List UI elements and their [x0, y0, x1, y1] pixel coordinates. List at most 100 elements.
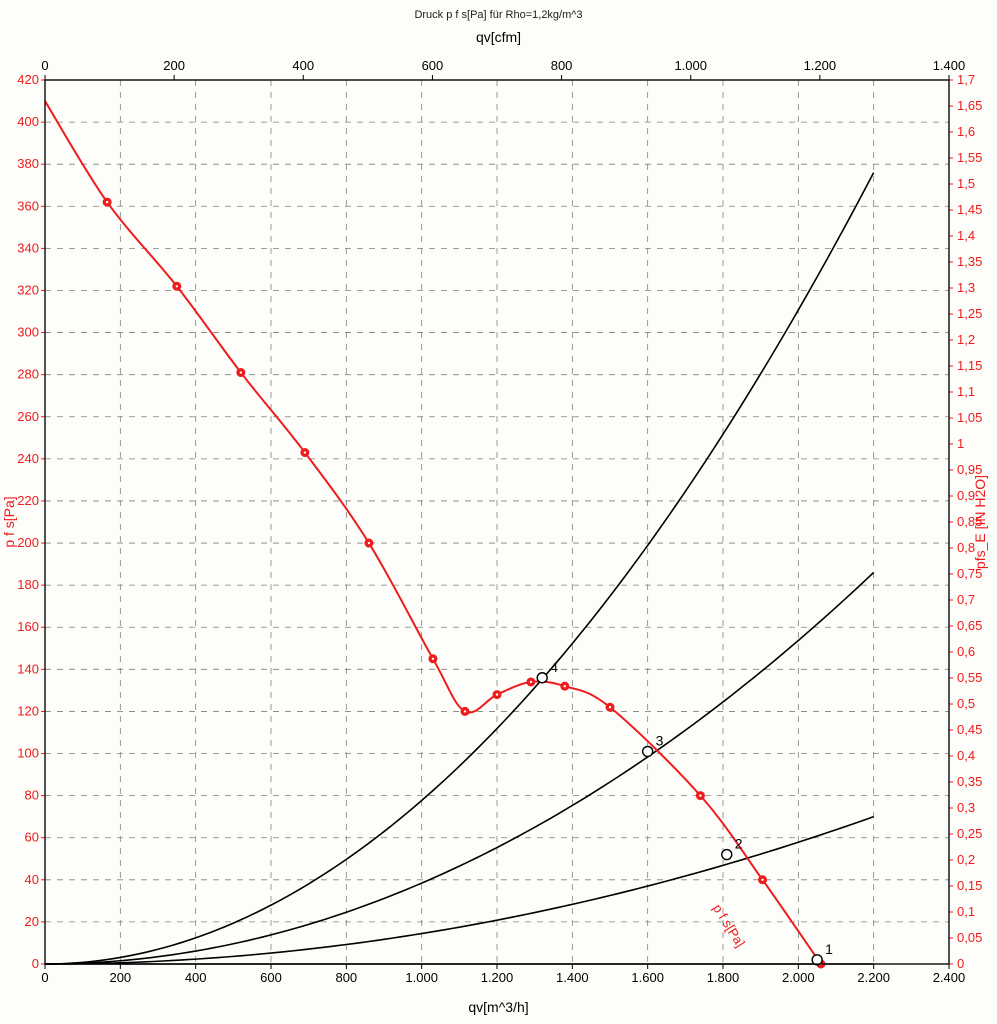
right-tick-label: 0 [957, 956, 964, 971]
top-tick-label: 400 [292, 58, 314, 73]
bottom-tick-label: 1.400 [556, 970, 589, 985]
right-tick-label: 1,7 [957, 72, 975, 87]
right-tick-label: 1 [957, 436, 964, 451]
bottom-tick-label: 400 [185, 970, 207, 985]
system-curves-group [45, 173, 874, 964]
fan-curve-marker-dot [496, 693, 498, 695]
right-tick-label: 0,45 [957, 722, 982, 737]
right-tick-label: 1,55 [957, 150, 982, 165]
bottom-tick-label: 800 [335, 970, 357, 985]
left-tick-label: 140 [17, 661, 39, 676]
top-tick-label: 1.200 [804, 58, 837, 73]
fan-curve-marker-dot [106, 201, 108, 203]
bottom-tick-label: 600 [260, 970, 282, 985]
operating-point-label: 1 [825, 941, 833, 957]
chart-title: Druck p f s[Pa] für Rho=1,2kg/m^3 [414, 9, 582, 21]
bottom-tick-label: 1.200 [481, 970, 514, 985]
left-tick-label: 20 [25, 914, 39, 929]
fan-curve-marker-dot [699, 794, 701, 796]
left-tick-label: 340 [17, 240, 39, 255]
bottom-tick-label: 1.600 [631, 970, 664, 985]
fan-curve [45, 101, 821, 964]
operating-point-label: 2 [735, 836, 743, 852]
right-tick-label: 0,6 [957, 644, 975, 659]
right-tick-label: 0,7 [957, 592, 975, 607]
operating-point-label: 4 [550, 659, 558, 675]
fan-curve-marker-dot [304, 451, 306, 453]
right-tick-label: 0,65 [957, 618, 982, 633]
fan-curve-marker-dot [761, 879, 763, 881]
left-tick-label: 420 [17, 72, 39, 87]
top-tick-label: 800 [551, 58, 573, 73]
right-tick-label: 1,3 [957, 280, 975, 295]
operating-point-marker [722, 850, 732, 860]
right-tick-label: 0,05 [957, 930, 982, 945]
right-tick-label: 1,25 [957, 306, 982, 321]
top-tick-label: 1.400 [933, 58, 966, 73]
left-axis-label: p f s[Pa] [1, 496, 17, 547]
top-tick-label: 200 [163, 58, 185, 73]
chart-svg: Druck p f s[Pa] für Rho=1,2kg/m^3 qv[cfm]… [0, 0, 997, 1024]
fan-curve-marker-dot [368, 542, 370, 544]
left-tick-label: 180 [17, 577, 39, 592]
fan-curve-inline-label: p f s[Pa] [710, 901, 748, 949]
bottom-axis-label: qv[m^3/h] [468, 999, 528, 1015]
right-tick-label: 1,1 [957, 384, 975, 399]
right-tick-label: 1,4 [957, 228, 975, 243]
fan-curve-marker-dot [240, 371, 242, 373]
left-tick-label: 320 [17, 282, 39, 297]
right-tick-label: 0,4 [957, 748, 975, 763]
right-tick-label: 1,45 [957, 202, 982, 217]
top-axis-label: qv[cfm] [476, 29, 521, 45]
right-tick-label: 0,3 [957, 800, 975, 815]
left-tick-label: 360 [17, 198, 39, 213]
right-tick-label: 0,55 [957, 670, 982, 685]
top-tick-label: 600 [422, 58, 444, 73]
operating-point-label: 3 [656, 732, 664, 748]
left-tick-label: 60 [25, 830, 39, 845]
fan-curve-marker-dot [432, 658, 434, 660]
right-tick-label: 1,15 [957, 358, 982, 373]
operating-point-marker [812, 955, 822, 965]
left-tick-label: 380 [17, 156, 39, 171]
system-curve [45, 173, 874, 964]
right-tick-label: 0,5 [957, 696, 975, 711]
left-tick-label: 120 [17, 703, 39, 718]
left-tick-label: 80 [25, 788, 39, 803]
left-tick-label: 300 [17, 325, 39, 340]
bottom-tick-label: 200 [109, 970, 131, 985]
left-tick-label: 160 [17, 619, 39, 634]
right-tick-label: 0,9 [957, 488, 975, 503]
right-tick-label: 1,05 [957, 410, 982, 425]
right-tick-label: 1,6 [957, 124, 975, 139]
fan-curve-marker-dot [176, 285, 178, 287]
left-tick-label: 0 [32, 956, 39, 971]
fan-curve-marker-dot [464, 710, 466, 712]
right-tick-label: 0,8 [957, 540, 975, 555]
right-tick-label: 0,95 [957, 462, 982, 477]
right-tick-label: 0,25 [957, 826, 982, 841]
fan-curve-marker-dot [564, 685, 566, 687]
left-tick-label: 40 [25, 872, 39, 887]
operating-point-marker [643, 746, 653, 756]
left-tick-label: 200 [17, 535, 39, 550]
left-tick-label: 100 [17, 746, 39, 761]
bottom-tick-label: 1.800 [707, 970, 740, 985]
left-tick-label: 220 [17, 493, 39, 508]
left-tick-label: 400 [17, 114, 39, 129]
right-tick-label: 0,85 [957, 514, 982, 529]
fan-curve-marker-dot [530, 681, 532, 683]
right-tick-label: 0,15 [957, 878, 982, 893]
bottom-tick-label: 2.200 [857, 970, 890, 985]
bottom-tick-label: 2.400 [933, 970, 966, 985]
bottom-tick-label: 2.000 [782, 970, 815, 985]
right-tick-label: 1,5 [957, 176, 975, 191]
system-curve [45, 817, 874, 964]
system-curve [45, 573, 874, 964]
fan-curve-marker-dot [609, 706, 611, 708]
operating-point-marker [537, 673, 547, 683]
pressure-flow-chart: Druck p f s[Pa] für Rho=1,2kg/m^3 qv[cfm]… [0, 0, 997, 1024]
top-tick-label: 1.000 [674, 58, 707, 73]
right-tick-label: 1,35 [957, 254, 982, 269]
right-tick-label: 0,75 [957, 566, 982, 581]
